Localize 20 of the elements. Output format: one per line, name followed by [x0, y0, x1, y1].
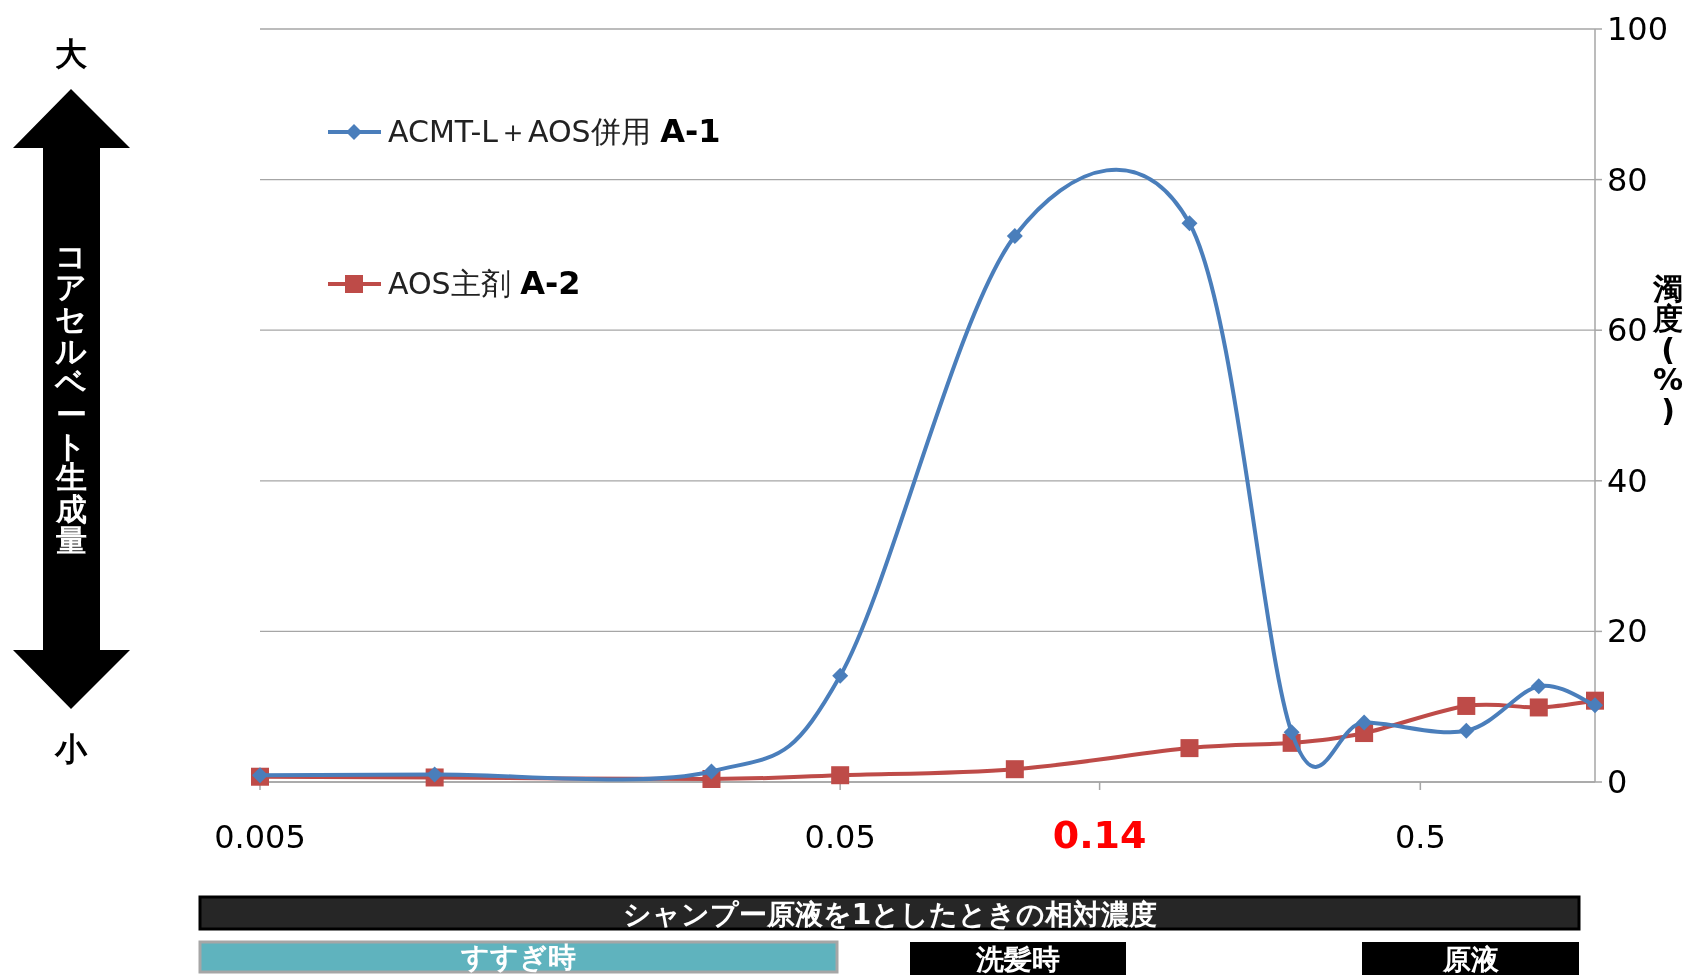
- y-tick-label: 40: [1607, 461, 1648, 500]
- y-tick-label: 0: [1607, 763, 1628, 801]
- x-tick-label: 0.005: [214, 818, 306, 856]
- x-tick-label: 0.05: [804, 818, 876, 856]
- y-tick-label: 20: [1607, 612, 1648, 651]
- y-tick-label: 60: [1607, 311, 1648, 350]
- x-axis-title: シャンプー原液を1としたときの相対濃度: [622, 898, 1158, 931]
- legend-label: AOS主剤 A-2: [388, 264, 581, 302]
- y-tick-label: 80: [1607, 160, 1648, 199]
- text: すすぎ時: [460, 941, 576, 974]
- legend-label: ACMT-L＋AOS併用 A-1: [388, 112, 721, 150]
- y-axis-title: 濁度(%): [1652, 270, 1684, 428]
- text: 小: [54, 730, 88, 768]
- text: 原液: [1441, 942, 1500, 975]
- y-tick-label: 100: [1607, 10, 1669, 48]
- x-tick-label: 0.5: [1394, 818, 1446, 856]
- text: コアセルベート生成量: [55, 237, 87, 559]
- x-tick-label: 0.14: [1052, 813, 1147, 857]
- text: 洗髪時: [975, 942, 1060, 975]
- text: 大: [55, 35, 87, 73]
